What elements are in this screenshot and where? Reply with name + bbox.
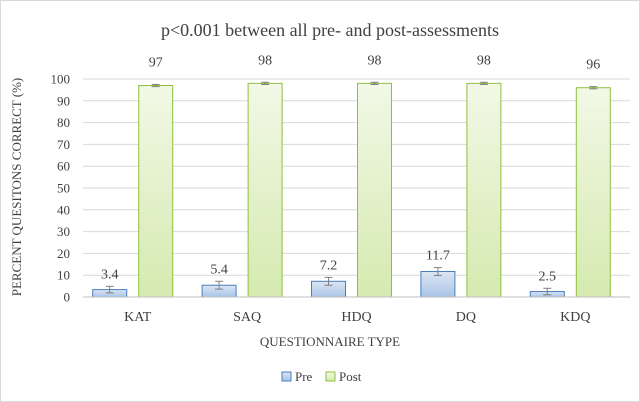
bar-post-dq — [466, 82, 502, 298]
legend-swatch — [281, 371, 292, 382]
y-tick-label: 50 — [57, 181, 70, 196]
y-tick-label: 90 — [57, 93, 70, 108]
legend-swatch — [325, 371, 336, 382]
y-tick-label: 70 — [57, 137, 70, 152]
bar-post-kat — [138, 85, 174, 298]
legend-item-post: Post — [325, 369, 362, 384]
y-tick-label: 0 — [64, 290, 71, 305]
x-tick-label: KDQ — [560, 310, 590, 325]
y-tick-label: 60 — [57, 159, 70, 174]
data-label: 98 — [368, 53, 382, 68]
error-bar — [589, 86, 598, 90]
y-tick-label: 100 — [51, 72, 71, 87]
y-axis-label: PERCENT QUESITONS CORRECT (%) — [9, 78, 24, 297]
error-bar — [151, 83, 160, 88]
data-label: 3.4 — [101, 267, 119, 282]
error-bar — [215, 280, 224, 290]
y-tick-label: 10 — [57, 268, 70, 283]
data-label: 98 — [477, 53, 491, 68]
data-label: 11.7 — [426, 249, 450, 264]
gridlines — [83, 78, 630, 276]
y-tick-label: 40 — [57, 202, 70, 217]
bars — [92, 82, 611, 298]
x-tick-label: HDQ — [341, 310, 371, 325]
x-axis-label: QUESTIONNAIRE TYPE — [260, 334, 400, 349]
x-tick-label: SAQ — [233, 310, 261, 325]
x-tick-label: KAT — [124, 310, 152, 325]
error-bar — [324, 276, 333, 286]
chart-title: p<0.001 between all pre- and post-assess… — [161, 20, 499, 40]
y-tick-labels: 0 10 20 30 40 50 60 70 80 90 100 — [51, 72, 71, 305]
data-labels: 3.4 97 5.4 98 7.2 98 11.7 98 2.5 96 — [101, 53, 600, 284]
error-bar — [370, 81, 379, 85]
error-bars — [105, 81, 598, 296]
error-bar — [543, 287, 552, 296]
bar-post-kdq — [575, 87, 611, 298]
legend: Pre Post — [281, 369, 362, 384]
bar-post-saq — [247, 82, 283, 298]
y-tick-label: 20 — [57, 246, 70, 261]
legend-label: Pre — [295, 369, 313, 384]
data-label: 2.5 — [539, 269, 557, 284]
error-bar — [105, 285, 114, 294]
y-tick-label: 80 — [57, 115, 70, 130]
data-label: 7.2 — [320, 258, 338, 273]
data-label: 97 — [149, 56, 163, 71]
legend-item-pre: Pre — [281, 369, 313, 384]
data-label: 96 — [586, 58, 600, 73]
error-bar — [261, 81, 270, 85]
y-tick-label: 30 — [57, 224, 70, 239]
error-bar — [479, 81, 488, 85]
legend-label: Post — [339, 369, 362, 384]
error-bar — [433, 267, 442, 276]
bar-post-hdq — [357, 82, 392, 298]
data-label: 98 — [258, 53, 272, 68]
x-tick-labels: KAT SAQ HDQ DQ KDQ — [124, 310, 590, 325]
x-tick-label: DQ — [456, 310, 476, 325]
data-label: 5.4 — [210, 262, 228, 277]
